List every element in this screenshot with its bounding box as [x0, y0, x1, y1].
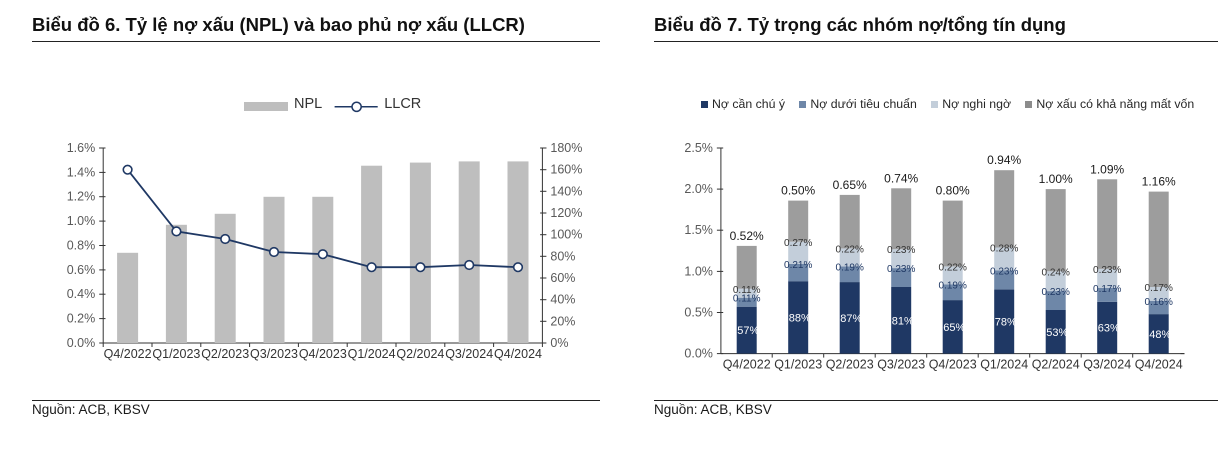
svg-text:.78%: .78% [992, 317, 1017, 329]
svg-text:140%: 140% [550, 184, 582, 198]
svg-text:Q4/2024: Q4/2024 [494, 347, 542, 361]
svg-text:1.2%: 1.2% [67, 190, 96, 204]
svg-text:0.21%: 0.21% [784, 260, 812, 271]
svg-text:Q3/2024: Q3/2024 [445, 347, 493, 361]
svg-text:Q1/2023: Q1/2023 [774, 358, 822, 372]
svg-text:160%: 160% [550, 163, 582, 177]
svg-text:0.28%: 0.28% [990, 244, 1018, 255]
svg-text:Q2/2023: Q2/2023 [201, 347, 249, 361]
svg-text:0.24%: 0.24% [1042, 267, 1070, 278]
svg-text:0.0%: 0.0% [684, 347, 713, 361]
svg-text:0.11%: 0.11% [733, 285, 761, 296]
svg-text:120%: 120% [550, 206, 582, 220]
svg-text:0.23%: 0.23% [990, 267, 1018, 278]
svg-text:.87%: .87% [837, 313, 862, 325]
svg-text:0.2%: 0.2% [67, 312, 96, 326]
svg-text:Q2/2024: Q2/2024 [1032, 358, 1080, 372]
svg-text:180%: 180% [550, 141, 582, 155]
svg-text:Q1/2024: Q1/2024 [348, 347, 396, 361]
svg-text:0.52%: 0.52% [730, 229, 764, 243]
svg-text:Q4/2024: Q4/2024 [1135, 358, 1183, 372]
svg-text:.57%: .57% [734, 325, 759, 337]
svg-text:0.65%: 0.65% [833, 178, 867, 192]
svg-text:.88%: .88% [786, 312, 811, 324]
svg-text:1.0%: 1.0% [67, 214, 96, 228]
svg-text:0.80%: 0.80% [936, 184, 970, 198]
svg-text:Q1/2023: Q1/2023 [152, 347, 200, 361]
svg-text:0.4%: 0.4% [67, 287, 96, 301]
svg-text:100%: 100% [550, 228, 582, 242]
svg-text:1.6%: 1.6% [67, 141, 96, 155]
svg-text:0%: 0% [550, 336, 568, 350]
svg-text:Q4/2023: Q4/2023 [299, 347, 347, 361]
svg-text:0.23%: 0.23% [887, 245, 915, 256]
svg-text:40%: 40% [550, 293, 575, 307]
svg-text:.48%: .48% [1146, 329, 1171, 341]
svg-text:0.6%: 0.6% [67, 263, 96, 277]
svg-text:0.17%: 0.17% [1145, 283, 1173, 294]
svg-text:0.23%: 0.23% [1093, 265, 1121, 276]
svg-text:0.23%: 0.23% [887, 264, 915, 275]
svg-text:Q4/2022: Q4/2022 [104, 347, 152, 361]
svg-text:.65%: .65% [940, 322, 965, 334]
svg-text:60%: 60% [550, 271, 575, 285]
svg-text:0.22%: 0.22% [836, 244, 864, 255]
svg-text:1.4%: 1.4% [67, 165, 96, 179]
svg-text:80%: 80% [550, 249, 575, 263]
svg-text:0.22%: 0.22% [939, 262, 967, 273]
svg-text:.63%: .63% [1095, 323, 1120, 335]
svg-text:Q1/2024: Q1/2024 [980, 358, 1028, 372]
svg-text:0.19%: 0.19% [836, 262, 864, 273]
svg-text:1.00%: 1.00% [1039, 172, 1073, 186]
svg-text:1.5%: 1.5% [684, 223, 713, 237]
svg-text:.53%: .53% [1043, 327, 1068, 339]
svg-text:0.5%: 0.5% [684, 306, 713, 320]
svg-text:0.23%: 0.23% [1042, 287, 1070, 298]
svg-text:1.0%: 1.0% [684, 264, 713, 278]
svg-text:0.19%: 0.19% [939, 281, 967, 292]
svg-text:2.0%: 2.0% [684, 182, 713, 196]
svg-text:2.5%: 2.5% [684, 141, 713, 155]
svg-text:Q3/2023: Q3/2023 [877, 358, 925, 372]
svg-text:Q3/2023: Q3/2023 [250, 347, 298, 361]
svg-text:0.8%: 0.8% [67, 239, 96, 253]
svg-text:Q2/2023: Q2/2023 [826, 358, 874, 372]
svg-text:20%: 20% [550, 314, 575, 328]
svg-text:0.74%: 0.74% [884, 171, 918, 185]
svg-text:Q4/2023: Q4/2023 [929, 358, 977, 372]
svg-text:0.0%: 0.0% [67, 336, 96, 350]
svg-text:Q3/2024: Q3/2024 [1083, 358, 1131, 372]
svg-text:Q2/2024: Q2/2024 [396, 347, 444, 361]
svg-text:0.16%: 0.16% [1145, 297, 1173, 308]
svg-text:0.17%: 0.17% [1093, 284, 1121, 295]
svg-text:.81%: .81% [889, 315, 914, 327]
svg-text:0.27%: 0.27% [784, 238, 812, 249]
svg-text:0.94%: 0.94% [987, 153, 1021, 167]
svg-text:0.50%: 0.50% [781, 184, 815, 198]
svg-text:Q4/2022: Q4/2022 [723, 358, 771, 372]
svg-text:1.09%: 1.09% [1090, 162, 1124, 176]
svg-text:1.16%: 1.16% [1142, 175, 1176, 189]
